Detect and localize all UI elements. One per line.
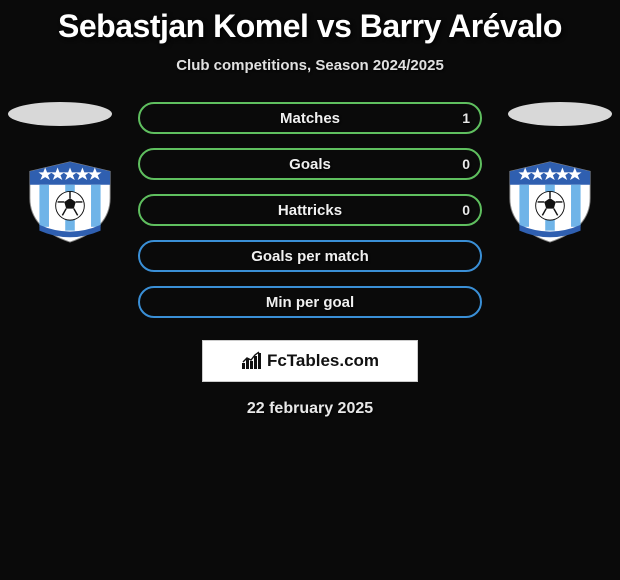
brand-box: FcTables.com xyxy=(202,340,418,382)
date-line: 22 february 2025 xyxy=(0,400,620,418)
stat-row: Hattricks 0 xyxy=(138,194,482,226)
stat-row: Goals per match xyxy=(138,240,482,272)
stat-value-right: 1 xyxy=(462,110,470,126)
stat-row: Matches 1 xyxy=(138,102,482,134)
page-title: Sebastjan Komel vs Barry Arévalo xyxy=(0,0,620,45)
stat-label: Hattricks xyxy=(278,202,342,219)
brand-chart-icon xyxy=(241,351,263,371)
stat-label: Min per goal xyxy=(266,294,354,311)
stat-rows: Matches 1 Goals 0 Hattricks 0 Goals per match M… xyxy=(138,102,482,318)
stat-row: Goals 0 xyxy=(138,148,482,180)
player-right-placeholder xyxy=(508,102,612,126)
comparison-area: Matches 1 Goals 0 Hattricks 0 Goals per match M… xyxy=(0,102,620,318)
subtitle: Club competitions, Season 2024/2025 xyxy=(0,57,620,74)
stat-value-right: 0 xyxy=(462,156,470,172)
stat-label: Goals xyxy=(289,156,331,173)
stat-value-right: 0 xyxy=(462,202,470,218)
player-left-placeholder xyxy=(8,102,112,126)
club-badge-left xyxy=(22,158,118,244)
club-badge-right xyxy=(502,158,598,244)
stat-label: Matches xyxy=(280,110,340,127)
brand-label: FcTables.com xyxy=(267,351,379,371)
stat-row: Min per goal xyxy=(138,286,482,318)
stat-label: Goals per match xyxy=(251,248,369,265)
